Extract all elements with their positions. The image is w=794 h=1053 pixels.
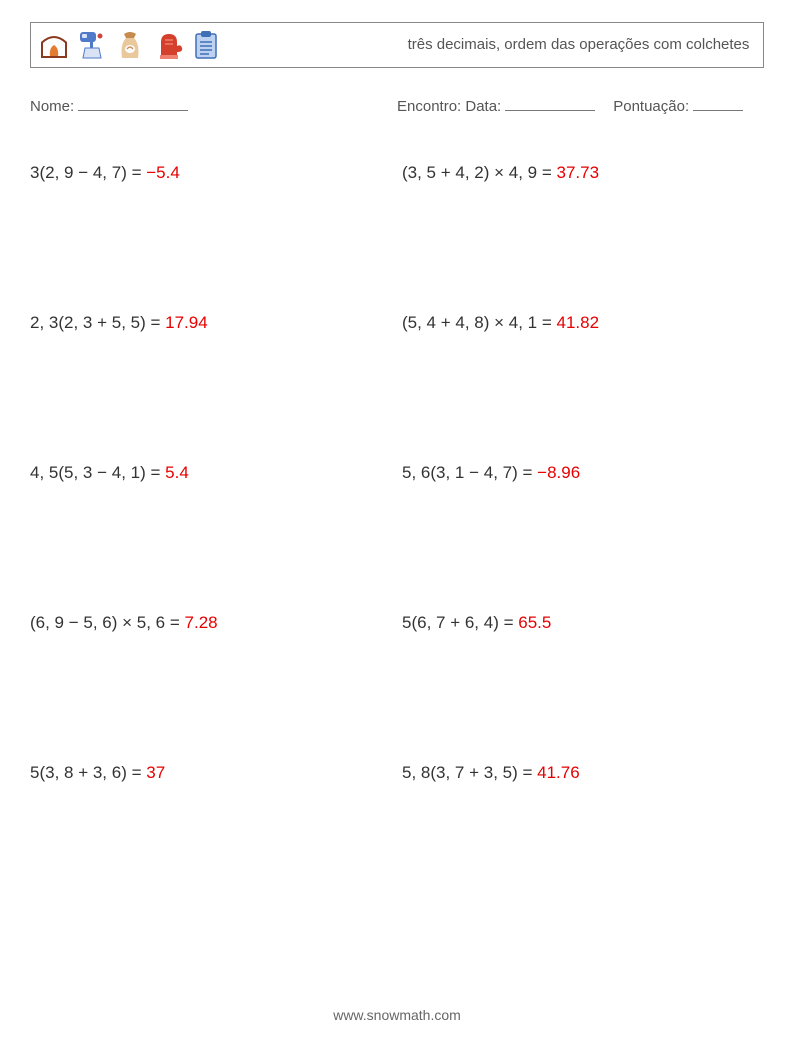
problem-10: 5, 8(3, 7 + 3, 5) = 41.76: [402, 763, 764, 783]
problem-expression: 5, 6(3, 1 − 4, 7) =: [402, 463, 537, 482]
problem-answer: 7.28: [185, 613, 218, 632]
problem-answer: 37: [146, 763, 165, 782]
score-label: Pontuação:: [613, 98, 689, 115]
problem-expression: 5, 8(3, 7 + 3, 5) =: [402, 763, 537, 782]
encounter-label: Encontro: Data:: [397, 98, 501, 115]
header-box: três decimais, ordem das operações com c…: [30, 22, 764, 68]
problem-answer: 37.73: [557, 163, 600, 182]
problem-1: 3(2, 9 − 4, 7) = −5.4: [30, 163, 392, 183]
date-blank: [505, 94, 595, 111]
problem-answer: 41.76: [537, 763, 580, 782]
fireplace-icon: [37, 28, 71, 62]
problem-2: (3, 5 + 4, 2) × 4, 9 = 37.73: [402, 163, 764, 183]
problem-expression: 3(2, 9 − 4, 7) =: [30, 163, 146, 182]
problem-8: 5(6, 7 + 6, 4) = 65.5: [402, 613, 764, 633]
problem-expression: 5(6, 7 + 6, 4) =: [402, 613, 518, 632]
problem-6: 5, 6(3, 1 − 4, 7) = −8.96: [402, 463, 764, 483]
header-icons: [31, 23, 394, 67]
name-label: Nome:: [30, 98, 74, 115]
info-row: Nome: Encontro: Data: Pontuação:: [30, 94, 764, 115]
problem-expression: (6, 9 − 5, 6) × 5, 6 =: [30, 613, 185, 632]
problem-expression: 4, 5(5, 3 − 4, 1) =: [30, 463, 165, 482]
problem-expression: 5(3, 8 + 3, 6) =: [30, 763, 146, 782]
problem-expression: 2, 3(2, 3 + 5, 5) =: [30, 313, 165, 332]
problem-4: (5, 4 + 4, 8) × 4, 1 = 41.82: [402, 313, 764, 333]
score-blank: [693, 94, 743, 111]
oven-mitt-icon: [151, 28, 185, 62]
mixer-icon: [75, 28, 109, 62]
name-field: Nome:: [30, 94, 397, 115]
problem-9: 5(3, 8 + 3, 6) = 37: [30, 763, 392, 783]
worksheet-title: três decimais, ordem das operações com c…: [394, 23, 763, 67]
problem-5: 4, 5(5, 3 − 4, 1) = 5.4: [30, 463, 392, 483]
problem-answer: 17.94: [165, 313, 208, 332]
flour-sack-icon: [113, 28, 147, 62]
problem-7: (6, 9 − 5, 6) × 5, 6 = 7.28: [30, 613, 392, 633]
footer-url: www.snowmath.com: [0, 1007, 794, 1023]
name-blank: [78, 94, 188, 111]
meta-fields: Encontro: Data: Pontuação:: [397, 94, 764, 115]
problem-expression: (3, 5 + 4, 2) × 4, 9 =: [402, 163, 557, 182]
problem-answer: 65.5: [518, 613, 551, 632]
problem-expression: (5, 4 + 4, 8) × 4, 1 =: [402, 313, 557, 332]
problem-answer: −8.96: [537, 463, 580, 482]
worksheet-page: três decimais, ordem das operações com c…: [0, 0, 794, 1053]
clipboard-icon: [189, 28, 223, 62]
problem-answer: 41.82: [557, 313, 600, 332]
problem-answer: −5.4: [146, 163, 180, 182]
problems-grid: 3(2, 9 − 4, 7) = −5.4 (3, 5 + 4, 2) × 4,…: [30, 163, 764, 783]
problem-3: 2, 3(2, 3 + 5, 5) = 17.94: [30, 313, 392, 333]
problem-answer: 5.4: [165, 463, 189, 482]
